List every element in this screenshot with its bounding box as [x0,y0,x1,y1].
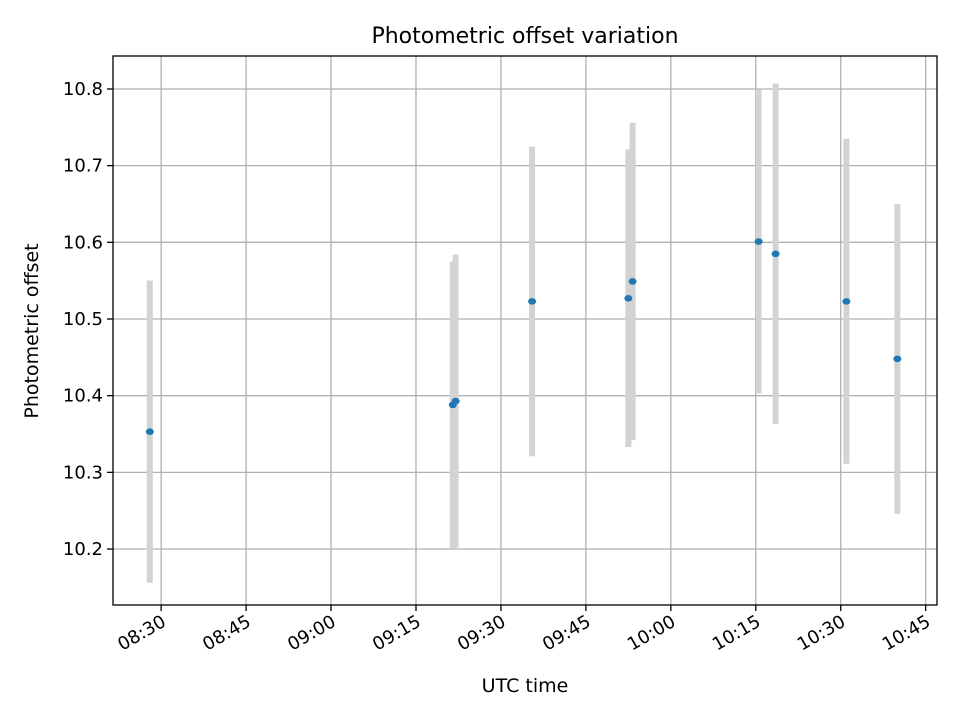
x-tick-label: 09:15 [369,611,424,655]
x-tick-label: 08:45 [199,611,254,655]
x-tick-label: 09:45 [539,611,594,655]
y-tick-label: 10.8 [63,79,103,100]
data-point [528,298,537,305]
x-tick-label: 09:00 [284,611,339,655]
y-tick-label: 10.3 [63,462,103,483]
data-point [145,428,154,436]
x-tick-label: 10:45 [879,611,934,655]
data-point [624,294,633,302]
data-point [771,250,780,258]
error-bars [146,83,901,583]
data-point [451,397,460,405]
chart-title: Photometric offset variation [371,24,678,49]
y-tick-label: 10.2 [63,539,103,560]
data-point [842,298,851,305]
y-tick-label: 10.5 [63,309,103,330]
x-tick-label: 09:30 [454,611,509,655]
x-axis-label: UTC time [482,675,569,697]
x-tick-label: 08:30 [114,611,169,655]
x-tick-label: 10:15 [709,611,764,655]
data-points [145,238,902,436]
data-point [628,278,637,285]
plot-frame [112,55,938,606]
x-tick-label: 10:30 [794,611,849,655]
data-point [754,238,763,245]
y-tick-label: 10.6 [63,232,103,253]
grid [113,56,937,605]
data-point [893,355,902,363]
y-axis-label: Photometric offset [21,243,43,418]
x-tick-label: 10:00 [624,611,679,655]
y-tick-label: 10.7 [63,156,103,177]
y-tick-label: 10.4 [63,386,103,407]
